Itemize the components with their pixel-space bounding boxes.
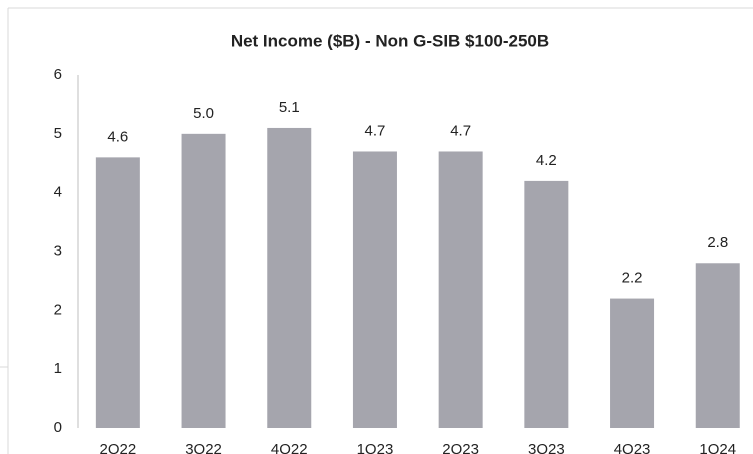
bar (267, 127, 312, 428)
y-tick-label: 3 (54, 242, 62, 259)
data-label: 2.8 (707, 234, 728, 251)
bar (524, 180, 569, 428)
y-tick-label: 6 (54, 66, 62, 83)
x-tick-label: 4Q22 (271, 441, 308, 454)
data-label: 4.7 (365, 122, 386, 139)
data-label: 2.2 (622, 270, 643, 287)
bar (95, 157, 140, 428)
bar (352, 151, 397, 428)
x-tick-label: 3Q22 (185, 441, 222, 454)
data-label: 5.0 (193, 105, 214, 122)
x-tick-label: 1Q24 (699, 441, 736, 454)
chart-title: Net Income ($B) - Non G-SIB $100-250B (231, 31, 549, 50)
data-label: 4.6 (107, 128, 128, 145)
bar (610, 298, 655, 428)
y-tick-label: 5 (54, 125, 62, 142)
x-tick-label: 2Q23 (442, 441, 479, 454)
y-tick-label: 1 (54, 360, 62, 377)
data-label: 4.2 (536, 152, 557, 169)
y-tick-label: 4 (54, 184, 62, 201)
y-tick-label: 0 (54, 419, 62, 436)
data-label: 4.7 (450, 122, 471, 139)
bar (438, 151, 483, 428)
x-tick-label: 2Q22 (99, 441, 136, 454)
bar (181, 133, 226, 429)
x-tick-label: 3Q23 (528, 441, 565, 454)
y-tick-label: 2 (54, 301, 62, 318)
bar (695, 263, 740, 428)
x-tick-label: 1Q23 (357, 441, 394, 454)
data-label: 5.1 (279, 99, 300, 116)
x-tick-label: 4Q23 (614, 441, 651, 454)
